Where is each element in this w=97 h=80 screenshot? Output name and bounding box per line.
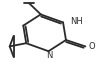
Text: N: N [46,52,53,60]
Text: NH: NH [70,17,83,26]
Text: O: O [88,42,95,51]
